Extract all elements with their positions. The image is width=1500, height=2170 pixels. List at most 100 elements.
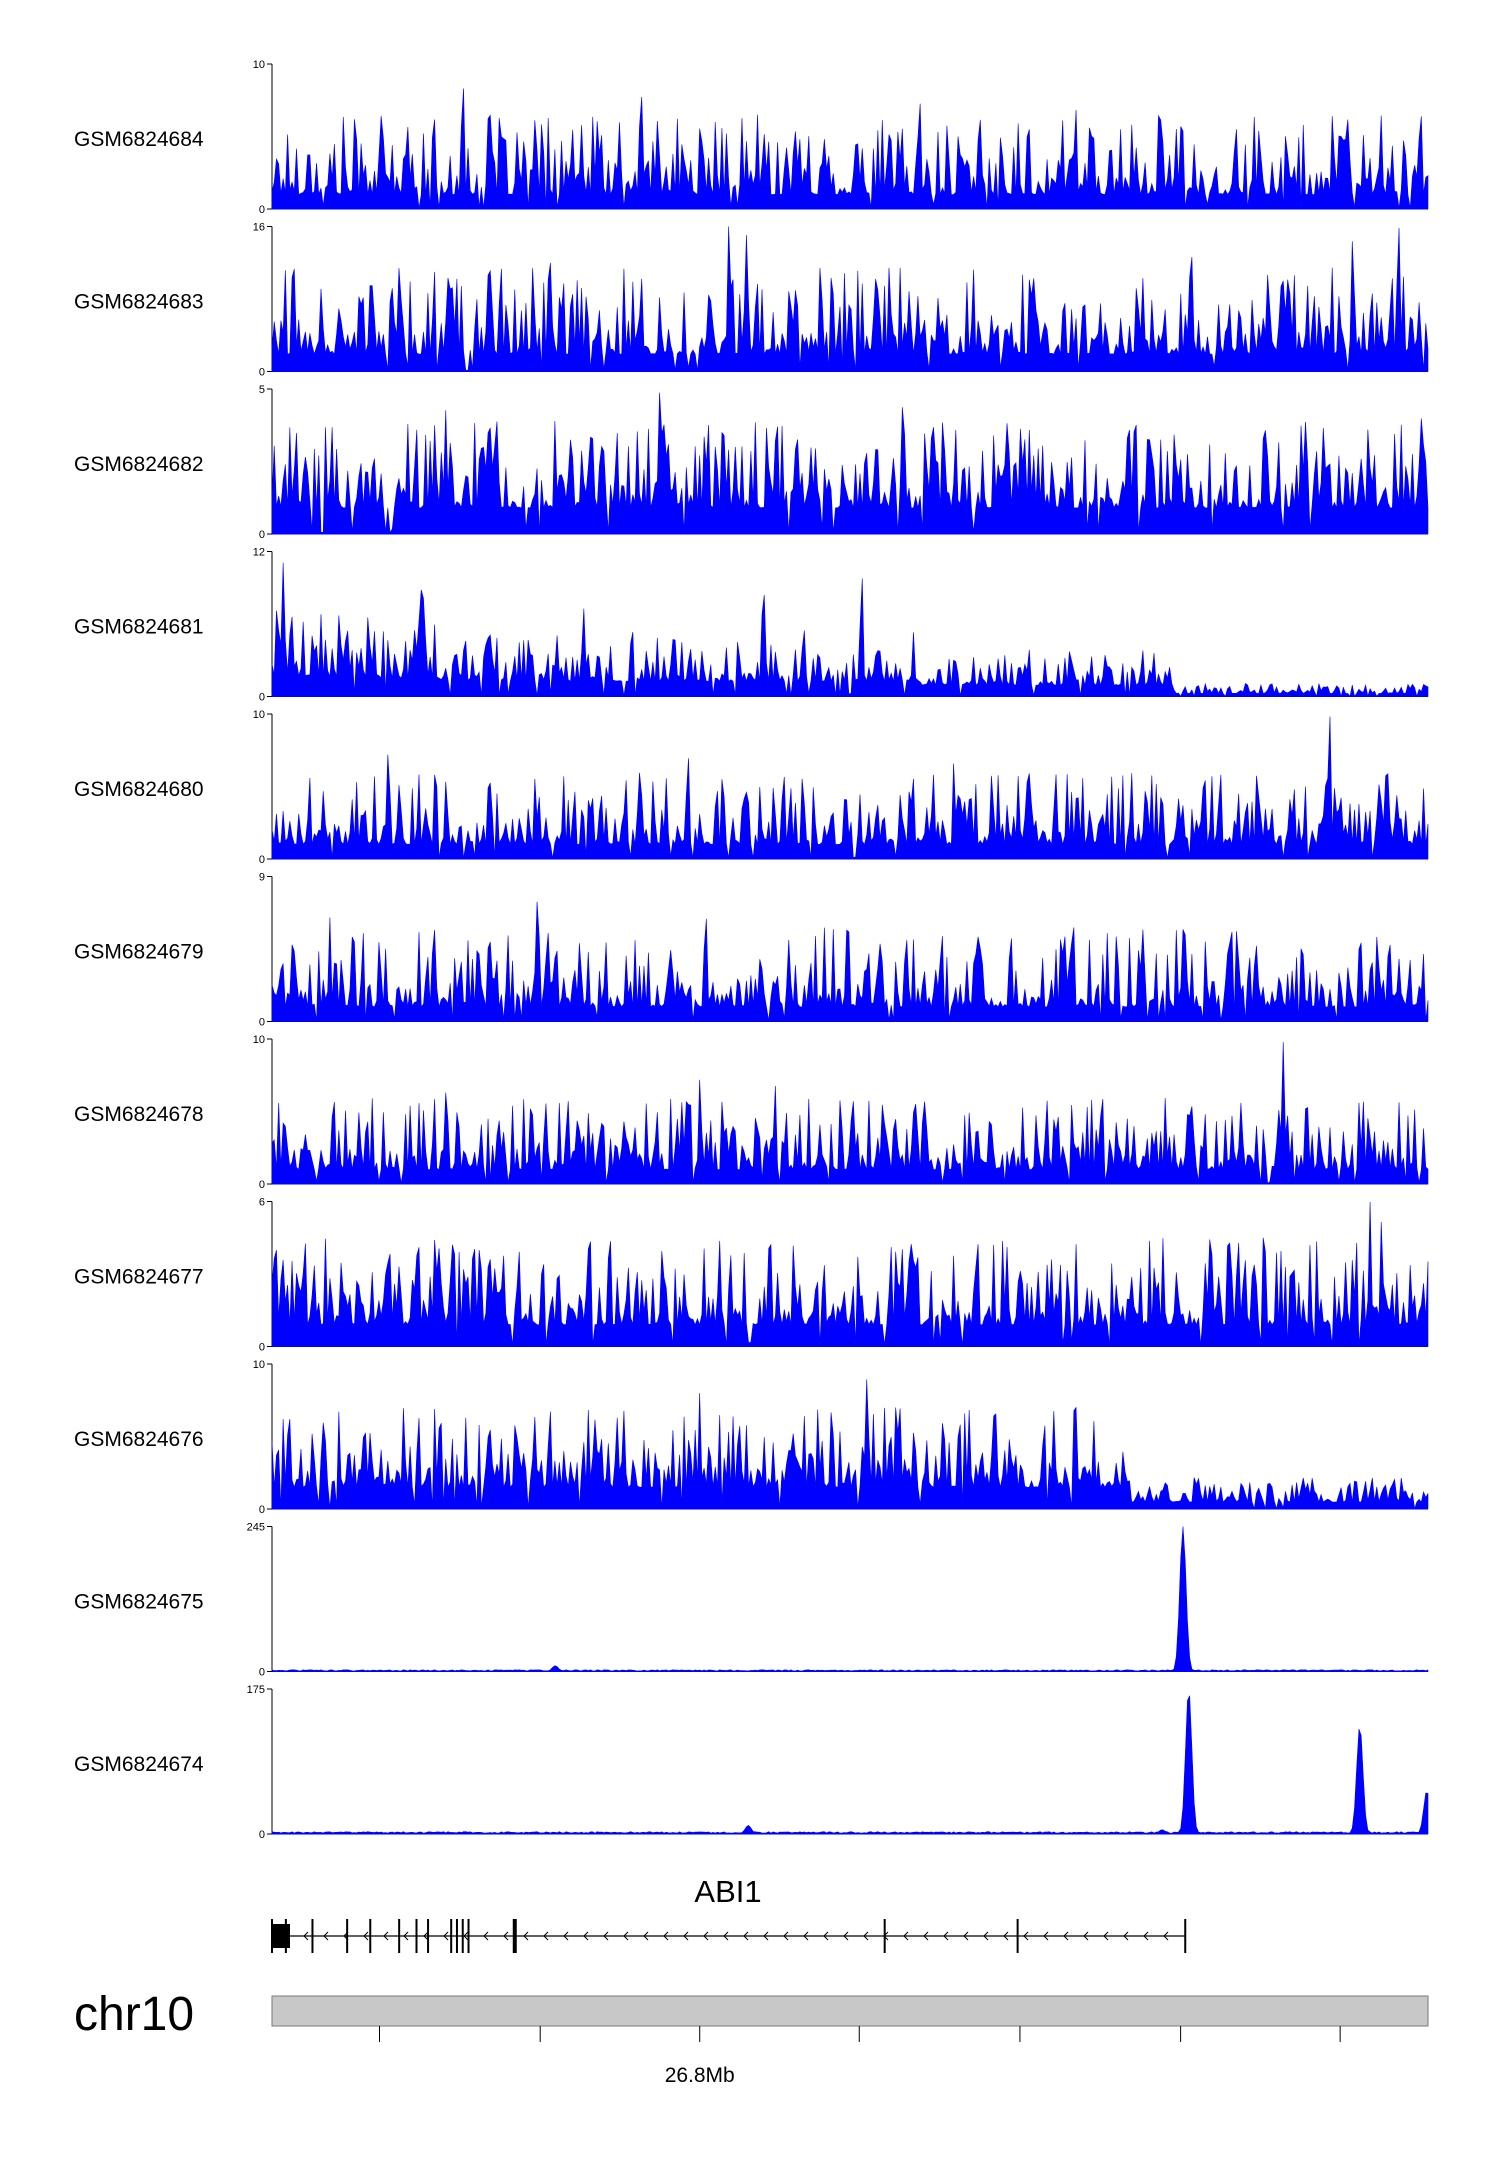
strand-arrow	[1003, 1931, 1009, 1941]
strand-arrow	[463, 1931, 469, 1941]
strand-arrow	[963, 1931, 969, 1941]
track-GSM6824683: GSM6824683 16 0	[74, 222, 1429, 379]
strand-arrow	[363, 1931, 369, 1941]
strand-arrow	[1023, 1931, 1029, 1941]
coverage-area	[271, 392, 1429, 535]
gene-exon	[427, 1919, 430, 1953]
track-label: GSM6824681	[74, 616, 204, 639]
gene-exon	[1184, 1919, 1187, 1953]
strand-arrow	[743, 1931, 749, 1941]
coverage-area	[271, 1042, 1429, 1185]
coverage-area	[271, 1695, 1429, 1835]
strand-arrow	[783, 1931, 789, 1941]
strand-arrow	[703, 1931, 709, 1941]
y-max-label: 12	[253, 547, 265, 559]
strand-arrow	[1163, 1931, 1169, 1941]
coverage-tracks: GSM6824684100GSM6824683160GSM682468250GS…	[74, 59, 1429, 1841]
strand-arrow	[683, 1931, 689, 1941]
strand-arrow	[643, 1931, 649, 1941]
track-label: GSM6824675	[74, 1591, 204, 1614]
y-max-label: 16	[253, 222, 265, 234]
strand-arrow	[903, 1931, 909, 1941]
gene-utr-block	[272, 1924, 290, 1948]
y-min-label: 0	[259, 1342, 265, 1354]
coverage-area	[271, 1379, 1429, 1510]
track-label: GSM6824679	[74, 941, 204, 964]
strand-arrow	[1043, 1931, 1049, 1941]
track-GSM6824679: GSM6824679 9 0	[74, 872, 1429, 1029]
strand-arrow	[483, 1931, 489, 1941]
strand-arrow	[623, 1931, 629, 1941]
y-min-label: 0	[259, 1504, 265, 1516]
track-label: GSM6824677	[74, 1266, 204, 1289]
track-GSM6824674: GSM6824674 175 0	[74, 1684, 1429, 1841]
coverage-area	[271, 1201, 1429, 1347]
strand-arrow	[323, 1931, 329, 1941]
y-max-label: 9	[259, 872, 265, 884]
track-GSM6824682: GSM6824682 5 0	[74, 384, 1429, 541]
y-min-label: 0	[259, 204, 265, 216]
track-GSM6824676: GSM6824676 10 0	[74, 1359, 1429, 1516]
strand-arrow	[383, 1931, 389, 1941]
gene-exon	[271, 1919, 273, 1953]
track-label: GSM6824682	[74, 453, 204, 476]
strand-arrow	[1063, 1931, 1069, 1941]
track-label: GSM6824683	[74, 291, 204, 314]
gene-exon	[1016, 1919, 1019, 1953]
strand-arrow	[803, 1931, 809, 1941]
strand-arrow	[523, 1931, 529, 1941]
gene-exon	[311, 1919, 314, 1953]
gene-exon	[455, 1919, 458, 1953]
gene-exon	[346, 1919, 349, 1953]
y-min-label: 0	[259, 1179, 265, 1191]
coverage-area	[271, 901, 1429, 1022]
strand-arrow	[843, 1931, 849, 1941]
track-label: GSM6824678	[74, 1103, 204, 1126]
track-label: GSM6824680	[74, 778, 204, 801]
strand-arrow	[663, 1931, 669, 1941]
y-min-label: 0	[259, 1829, 265, 1841]
coverage-area	[271, 226, 1429, 372]
gene-exon	[284, 1919, 287, 1953]
strand-arrow	[823, 1931, 829, 1941]
gene-exon	[450, 1919, 453, 1953]
track-GSM6824681: GSM6824681 12 0	[74, 547, 1429, 704]
y-max-label: 10	[253, 709, 265, 721]
strand-arrow	[1143, 1931, 1149, 1941]
gene-exon	[398, 1919, 401, 1953]
gene-exon	[369, 1919, 372, 1953]
strand-arrow	[303, 1931, 309, 1941]
track-GSM6824678: GSM6824678 10 0	[74, 1034, 1429, 1191]
gene-exon	[512, 1919, 517, 1953]
track-GSM6824677: GSM6824677 6 0	[74, 1197, 1429, 1354]
y-min-label: 0	[259, 367, 265, 379]
strand-arrow	[583, 1931, 589, 1941]
strand-arrow	[603, 1931, 609, 1941]
strand-arrow	[503, 1931, 509, 1941]
gene-exon	[461, 1919, 464, 1953]
track-label: GSM6824676	[74, 1428, 204, 1451]
y-min-label: 0	[259, 1017, 265, 1029]
gene-exon	[467, 1919, 470, 1953]
y-min-label: 0	[259, 529, 265, 541]
y-max-label: 6	[259, 1197, 265, 1209]
y-min-label: 0	[259, 692, 265, 704]
strand-arrow	[543, 1931, 549, 1941]
y-max-label: 175	[247, 1684, 265, 1696]
coverage-area	[271, 88, 1429, 210]
gene-exon	[415, 1919, 418, 1953]
strand-arrow	[403, 1931, 409, 1941]
strand-arrow	[1123, 1931, 1129, 1941]
strand-arrow	[943, 1931, 949, 1941]
strand-arrow	[443, 1931, 449, 1941]
chromosome-label: chr10	[74, 1988, 194, 2041]
y-min-label: 0	[259, 854, 265, 866]
track-GSM6824675: GSM6824675 245 0	[74, 1522, 1429, 1679]
y-max-label: 10	[253, 59, 265, 71]
y-min-label: 0	[259, 1667, 265, 1679]
gene-name-label: ABI1	[694, 1874, 761, 1909]
y-max-label: 10	[253, 1034, 265, 1046]
strand-arrow	[863, 1931, 869, 1941]
strand-arrow	[723, 1931, 729, 1941]
